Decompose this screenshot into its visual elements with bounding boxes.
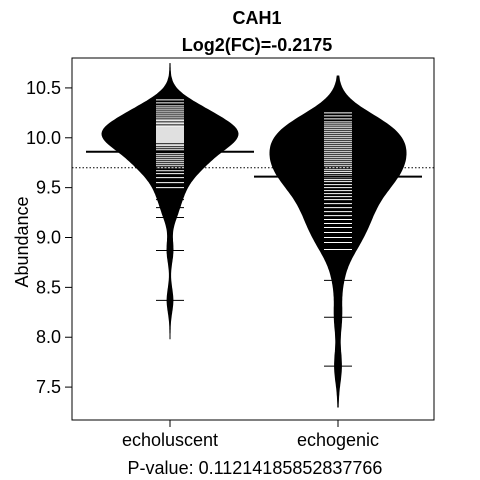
y-tick-label: 10.5 [26,78,61,98]
bean-echogenic [269,75,407,408]
y-tick-label: 9.0 [36,228,61,248]
plot-frame [71,57,435,421]
bean-echoluscent [101,62,239,340]
x-tick-label: echogenic [297,430,379,450]
y-axis-label: Abundance [12,196,32,287]
x-tick-label: echoluscent [122,430,218,450]
y-tick-label: 10.0 [26,128,61,148]
chart-subtitle: Log2(FC)=-0.2175 [182,35,333,55]
y-tick-label: 7.5 [36,377,61,397]
y-tick-label: 8.0 [36,327,61,347]
y-tick-label: 9.5 [36,178,61,198]
chart-title: CAH1 [232,8,281,28]
x-axis-label: P-value: 0.11214185852837766 [128,458,383,478]
y-tick-label: 8.5 [36,277,61,297]
